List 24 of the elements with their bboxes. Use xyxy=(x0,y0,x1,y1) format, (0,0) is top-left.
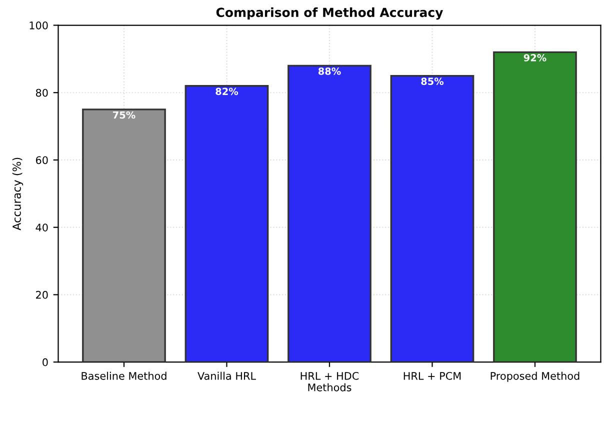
bar xyxy=(288,64,372,362)
data-label: 85% xyxy=(421,78,444,85)
data-label: 92% xyxy=(524,54,546,62)
x-tick-label: Proposed Method xyxy=(490,372,580,382)
chart-title: Comparison of Method Accuracy xyxy=(216,7,444,20)
y-tick-label: 100 xyxy=(30,21,48,30)
y-axis-title: Accuracy (%) xyxy=(12,158,24,230)
x-tick-label: Baseline Method xyxy=(82,372,166,380)
data-label: 75% xyxy=(113,111,136,119)
x-tick-label: HRL + HDC xyxy=(300,372,359,380)
bar xyxy=(390,74,474,362)
x-tick-label: Vanilla HRL xyxy=(198,372,256,380)
x-axis-title: Methods xyxy=(308,383,352,392)
bar xyxy=(82,108,166,362)
data-label: 88% xyxy=(318,68,341,75)
y-tick-label: 80 xyxy=(36,88,48,97)
y-tick-label: 20 xyxy=(36,290,48,299)
x-tick-label: HRL + PCM xyxy=(404,372,461,380)
y-tick-label: 0 xyxy=(42,358,48,366)
bar xyxy=(184,85,269,362)
data-label: 82% xyxy=(216,88,238,96)
y-tick-label: 60 xyxy=(36,156,48,164)
bar xyxy=(493,51,577,362)
y-tick-label: 40 xyxy=(36,224,48,232)
